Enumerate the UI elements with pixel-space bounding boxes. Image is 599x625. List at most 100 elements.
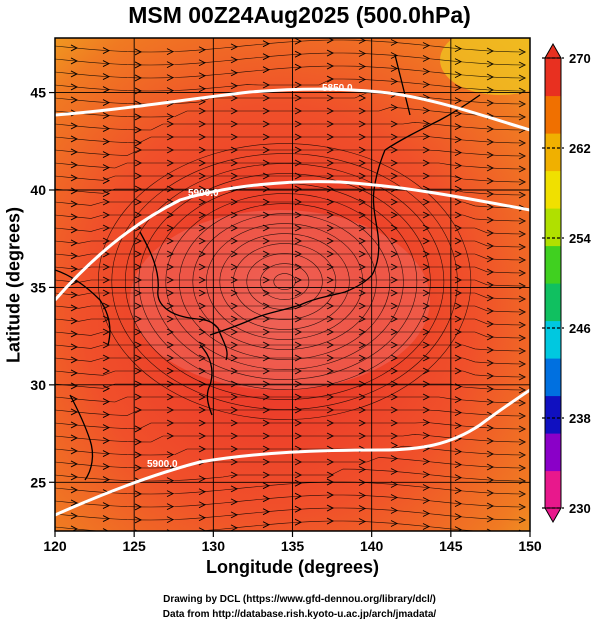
stream-arrow	[294, 94, 303, 102]
stream-arrow	[166, 367, 175, 375]
stream-arrow	[518, 334, 527, 342]
stream-arrow	[422, 510, 431, 517]
stream-arrow	[198, 289, 207, 297]
stream-arrow	[422, 458, 431, 465]
stream-arrow	[262, 367, 271, 375]
streamline	[55, 481, 524, 495]
streamline	[55, 121, 524, 131]
stream-arrow	[134, 211, 143, 219]
stream-arrow	[70, 44, 79, 52]
stream-arrow	[390, 315, 399, 323]
stream-arrow	[518, 178, 527, 186]
streamline-loop	[259, 263, 310, 300]
stream-arrow	[198, 85, 207, 93]
stream-arrow	[486, 437, 495, 445]
stream-arrow	[454, 185, 463, 193]
stream-arrow	[230, 211, 239, 219]
stream-arrow	[198, 98, 207, 106]
stream-arrow	[326, 120, 335, 128]
stream-arrow	[326, 380, 335, 388]
stream-arrow	[358, 63, 367, 70]
stream-arrow	[134, 113, 143, 121]
stream-arrow	[166, 315, 175, 323]
streamline	[55, 162, 524, 170]
streamline	[55, 396, 524, 404]
stream-arrow	[134, 48, 143, 56]
stream-arrow	[230, 198, 239, 206]
stream-arrow	[70, 512, 79, 520]
stream-arrow	[358, 211, 367, 219]
stream-arrow	[134, 198, 143, 206]
stream-arrow	[326, 107, 335, 115]
streamline	[55, 136, 524, 144]
stream-arrow	[70, 330, 79, 338]
stream-arrow	[358, 76, 367, 83]
stream-arrow	[294, 505, 303, 513]
stream-arrow	[358, 237, 367, 245]
stream-arrow	[262, 445, 271, 453]
stream-arrow	[230, 393, 239, 401]
stream-arrow	[326, 198, 335, 206]
stream-arrow	[390, 198, 399, 206]
stream-arrow	[230, 159, 239, 167]
stream-arrow	[422, 484, 431, 491]
stream-arrow	[454, 263, 463, 271]
stream-arrow	[518, 347, 527, 355]
streamline	[55, 92, 524, 105]
stream-arrow	[230, 458, 239, 466]
stream-arrow	[230, 341, 239, 349]
stream-arrow	[134, 367, 143, 375]
y-tick-label: 35	[30, 279, 46, 295]
stream-arrow	[102, 385, 111, 392]
streamline	[55, 201, 524, 209]
stream-arrow	[198, 185, 207, 193]
stream-arrow	[198, 419, 207, 427]
colorbar-segment	[545, 470, 561, 509]
stream-arrow	[422, 302, 431, 310]
stream-arrow	[486, 502, 495, 510]
stream-arrow	[230, 445, 239, 453]
stream-arrow	[518, 230, 527, 238]
stream-arrow	[262, 406, 271, 414]
streamline	[55, 305, 524, 313]
stream-arrow	[294, 50, 303, 58]
stream-arrow	[102, 190, 111, 197]
stream-arrow	[262, 81, 271, 89]
stream-arrow	[390, 104, 399, 111]
streamline	[55, 318, 524, 326]
stream-arrow	[102, 367, 111, 375]
stream-arrow	[102, 151, 111, 158]
stream-arrow	[294, 393, 303, 401]
stream-arrow	[358, 107, 367, 115]
streamline	[55, 494, 524, 508]
stream-arrow	[518, 451, 527, 459]
stream-arrow	[262, 237, 271, 245]
stream-arrow	[166, 185, 175, 193]
streamline	[55, 175, 524, 183]
stream-arrow	[358, 505, 367, 512]
contour-label: 5850.0	[322, 83, 353, 94]
streamline	[55, 409, 524, 417]
stream-arrow	[486, 99, 495, 107]
stream-arrow	[166, 328, 175, 336]
stream-arrow	[70, 96, 79, 104]
stream-arrow	[390, 393, 399, 401]
stream-arrow	[198, 46, 207, 54]
stream-arrow	[70, 291, 79, 299]
streamline	[55, 292, 524, 300]
stream-arrow	[134, 380, 143, 388]
stream-arrow	[294, 367, 303, 375]
stream-arrow	[294, 81, 303, 89]
stream-arrow	[102, 450, 111, 457]
stream-arrow	[486, 359, 495, 367]
stream-arrow	[518, 386, 527, 394]
stream-arrow	[326, 185, 335, 193]
japan-honshu-coast	[209, 149, 386, 336]
stream-arrow	[166, 451, 175, 459]
stream-arrow	[70, 252, 79, 260]
stream-arrow	[198, 315, 207, 323]
stream-arrow	[166, 393, 175, 401]
chart-title: MSM 00Z24Aug2025 (500.0hPa)	[128, 2, 471, 28]
streamline	[55, 106, 524, 118]
stream-arrow	[102, 198, 111, 206]
